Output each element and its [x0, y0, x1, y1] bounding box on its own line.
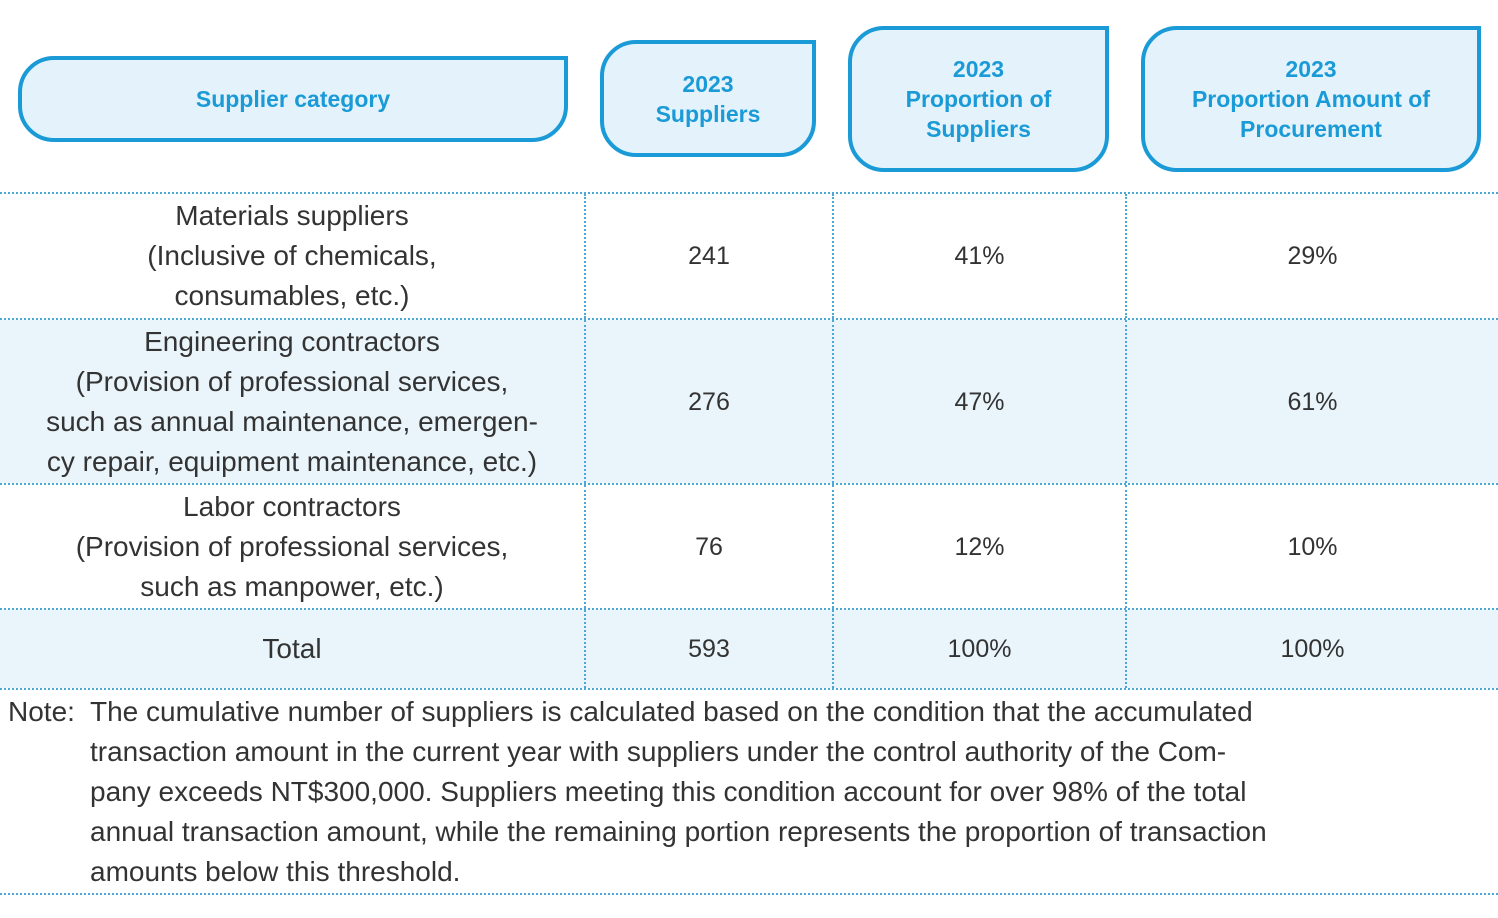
header-suppliers: 2023 Suppliers: [600, 40, 816, 157]
divider: [0, 318, 1498, 320]
total-proportion-suppliers: 100%: [832, 610, 1125, 688]
header-procurement-year: 2023: [1285, 56, 1337, 82]
footnote-line: The cumulative number of suppliers is ca…: [90, 696, 1253, 727]
header-supplier-category: Supplier category: [18, 56, 568, 142]
category-desc: such as manpower, etc.): [140, 570, 444, 602]
suppliers-cell: 276: [584, 320, 832, 483]
category-cell: Labor contractors (Provision of professi…: [0, 485, 584, 608]
total-label: Total: [262, 633, 322, 664]
header-proportion-label-2: Suppliers: [926, 116, 1031, 142]
header-procurement-label-1: Proportion Amount of: [1191, 86, 1431, 112]
header-proportion-suppliers: 2023 Proportion of Suppliers: [848, 26, 1109, 172]
category-title: Materials suppliers: [175, 200, 409, 231]
category-cell: Materials suppliers (Inclusive of chemic…: [0, 194, 584, 318]
footnote-prefix: Note:: [8, 696, 75, 727]
divider: [0, 688, 1498, 690]
category-title: Labor contractors: [183, 490, 401, 522]
total-row: Total 593 100% 100%: [0, 610, 1498, 688]
table-row: Engineering contractors (Provision of pr…: [0, 320, 1498, 483]
proportion-suppliers-cell: 41%: [832, 194, 1125, 318]
footnote-line: pany exceeds NT$300,000. Suppliers meeti…: [90, 776, 1247, 807]
divider: [0, 608, 1498, 610]
proportion-procurement-cell: 29%: [1125, 194, 1498, 318]
category-cell: Engineering contractors (Provision of pr…: [0, 320, 584, 483]
divider: [0, 192, 1498, 194]
header-category-label: Supplier category: [195, 86, 391, 112]
category-desc: (Provision of professional services,: [75, 365, 509, 397]
footnote-body: The cumulative number of suppliers is ca…: [90, 692, 1267, 892]
category-desc: such as annual maintenance, emergen-: [46, 405, 538, 437]
category-desc: cy repair, equipment maintenance, etc.): [46, 445, 538, 477]
divider: [0, 483, 1498, 485]
header-proportion-year: 2023: [952, 56, 1005, 82]
suppliers-cell: 241: [584, 194, 832, 318]
category-desc: consumables, etc.): [174, 280, 410, 311]
proportion-procurement-cell: 10%: [1125, 485, 1498, 608]
header-suppliers-label: Suppliers: [655, 100, 761, 127]
suppliers-cell: 76: [584, 485, 832, 608]
table-row: Materials suppliers (Inclusive of chemic…: [0, 194, 1498, 318]
footnote-line: amounts below this threshold.: [90, 856, 461, 887]
proportion-suppliers-cell: 47%: [832, 320, 1125, 483]
divider: [0, 893, 1498, 895]
footnote-line: transaction amount in the current year w…: [90, 736, 1227, 767]
footnote-line: annual transaction amount, while the rem…: [90, 816, 1267, 847]
header-proportion-label-1: Proportion of: [905, 86, 1052, 112]
category-title: Engineering contractors: [144, 325, 440, 357]
header-proportion-procurement: 2023 Proportion Amount of Procurement: [1141, 26, 1481, 172]
category-desc: (Inclusive of chemicals,: [147, 240, 437, 271]
proportion-procurement-cell: 61%: [1125, 320, 1498, 483]
proportion-suppliers-cell: 12%: [832, 485, 1125, 608]
header-suppliers-year: 2023: [682, 70, 734, 97]
table-row: Labor contractors (Provision of professi…: [0, 485, 1498, 608]
total-suppliers: 593: [584, 610, 832, 688]
category-desc: (Provision of professional services,: [75, 530, 509, 562]
total-proportion-procurement: 100%: [1125, 610, 1498, 688]
header-procurement-label-2: Procurement: [1240, 116, 1382, 142]
